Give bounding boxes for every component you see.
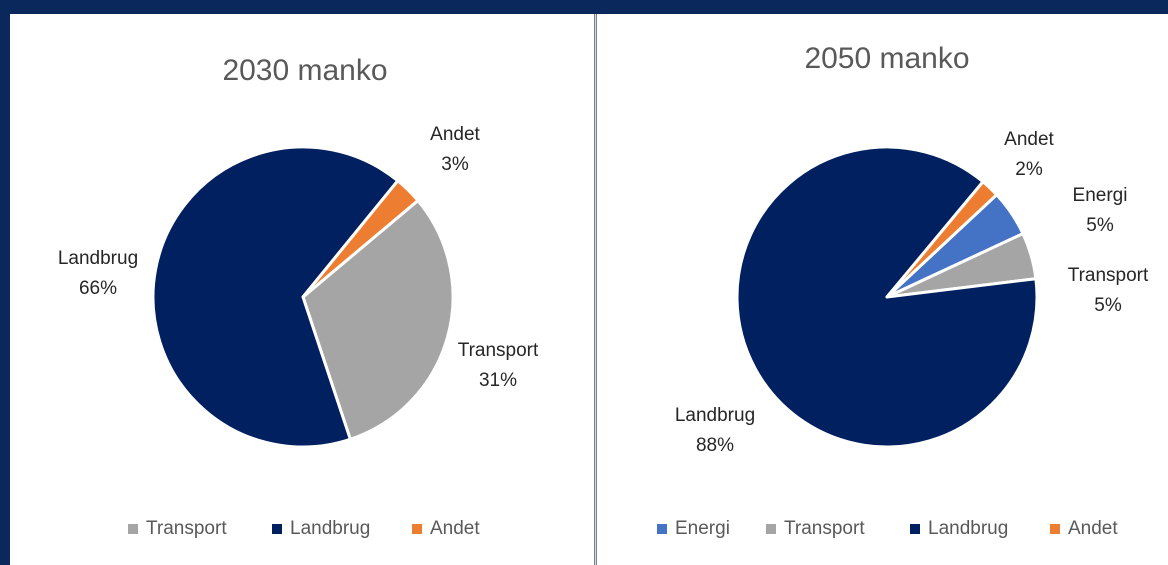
legend-label: Andet xyxy=(430,518,480,539)
legend-label: Energi xyxy=(675,518,730,539)
data-label-value: 3% xyxy=(441,154,469,175)
data-label-value: 66% xyxy=(79,278,117,299)
data-label-value: 31% xyxy=(479,370,517,391)
data-label-name: Transport xyxy=(1068,265,1149,286)
chart-title: 2050 manko xyxy=(804,42,969,75)
data-label-name: Andet xyxy=(430,124,480,145)
legend-label: Landbrug xyxy=(928,518,1008,539)
data-label-value: 2% xyxy=(1015,159,1043,180)
legend-swatch xyxy=(1050,524,1060,534)
pie-slice xyxy=(885,180,999,299)
legend-label: Landbrug xyxy=(290,518,370,539)
data-label-name: Transport xyxy=(458,340,539,361)
data-label-value: 5% xyxy=(1094,295,1122,316)
data-label-name: Landbrug xyxy=(58,248,138,269)
data-label-value: 88% xyxy=(696,435,734,456)
legend-swatch xyxy=(128,524,138,534)
pie-slice xyxy=(301,199,455,441)
legend-label: Andet xyxy=(1068,518,1118,539)
legend-swatch xyxy=(412,524,422,534)
legend-swatch xyxy=(657,524,667,534)
legend-swatch xyxy=(910,524,920,534)
pie-slice xyxy=(301,179,420,299)
data-label-name: Landbrug xyxy=(675,405,755,426)
legend-label: Transport xyxy=(784,518,865,539)
chart-title: 2030 manko xyxy=(222,54,387,87)
pie-slice xyxy=(151,145,400,449)
data-label-value: 5% xyxy=(1086,215,1114,236)
legend-label: Transport xyxy=(146,518,227,539)
data-label-name: Energi xyxy=(1073,185,1128,206)
data-label-name: Andet xyxy=(1004,129,1054,150)
legend-swatch xyxy=(272,524,282,534)
legend-swatch xyxy=(766,524,776,534)
